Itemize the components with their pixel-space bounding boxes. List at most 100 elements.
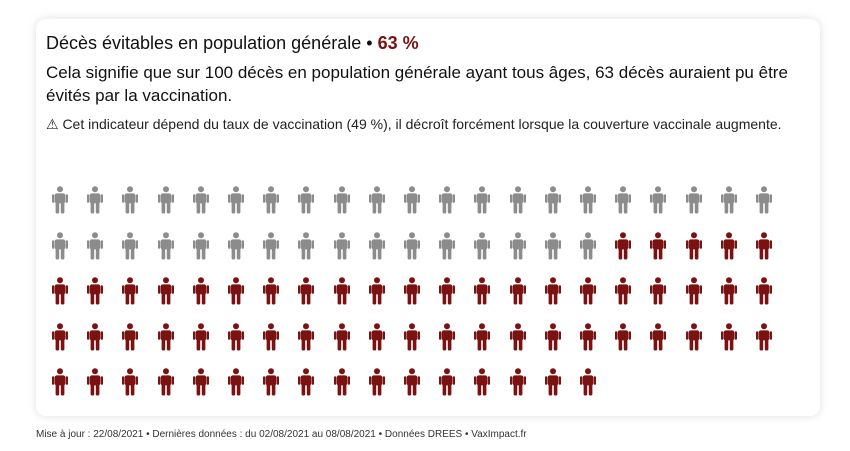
- person-icon-avoidable: [509, 322, 526, 350]
- person-icon-avoidable: [615, 277, 632, 305]
- title-separator: •: [366, 33, 373, 53]
- card-warning-note: ⚠ Cet indicateur dépend du taux de vacci…: [46, 116, 782, 132]
- person-icon: [404, 231, 420, 259]
- person-icon-avoidable: [439, 368, 456, 396]
- person-icon-avoidable: [685, 322, 702, 350]
- person-icon: [509, 186, 526, 214]
- person-icon-avoidable: [650, 322, 667, 350]
- person-icon-avoidable: [263, 277, 280, 305]
- footer-sources: Mise à jour : 22/08/2021 • Dernières don…: [36, 429, 527, 440]
- person-icon-avoidable: [650, 277, 667, 305]
- people-pictogram-grid: [52, 186, 796, 401]
- person-icon: [580, 186, 596, 214]
- person-icon-avoidable: [52, 277, 68, 305]
- person-icon-avoidable: [298, 322, 315, 350]
- person-icon-avoidable: [263, 322, 280, 350]
- person-icon: [474, 231, 491, 259]
- person-icon-avoidable: [298, 368, 315, 396]
- person-icon: [228, 231, 244, 259]
- person-icon-avoidable: [404, 322, 420, 350]
- person-icon: [580, 231, 596, 259]
- person-icon-avoidable: [87, 277, 104, 305]
- person-icon-avoidable: [509, 368, 526, 396]
- person-icon: [157, 231, 174, 259]
- person-icon: [192, 186, 209, 214]
- person-icon-avoidable: [544, 322, 561, 350]
- person-icon-avoidable: [298, 277, 315, 305]
- person-icon-avoidable: [544, 277, 561, 305]
- person-icon: [333, 186, 350, 214]
- person-icon: [544, 231, 561, 259]
- person-icon: [685, 186, 702, 214]
- person-icon: [474, 186, 491, 214]
- person-icon-avoidable: [615, 231, 632, 259]
- person-icon-avoidable: [404, 277, 420, 305]
- person-icon-avoidable: [333, 277, 350, 305]
- person-icon: [263, 231, 280, 259]
- person-icon-avoidable: [368, 277, 385, 305]
- person-icon-avoidable: [685, 231, 702, 259]
- person-icon-avoidable: [439, 277, 456, 305]
- person-icon-avoidable: [192, 322, 209, 350]
- title-text: Décès évitables en population générale: [46, 33, 362, 53]
- person-icon-avoidable: [685, 277, 702, 305]
- person-icon-avoidable: [122, 277, 139, 305]
- person-icon-avoidable: [192, 368, 209, 396]
- person-icon-avoidable: [122, 368, 139, 396]
- person-icon: [333, 231, 350, 259]
- person-icon: [756, 186, 772, 214]
- person-icon: [368, 231, 385, 259]
- person-icon: [157, 186, 174, 214]
- person-icon-avoidable: [157, 368, 174, 396]
- person-icon-avoidable: [228, 322, 244, 350]
- person-icon-avoidable: [720, 277, 737, 305]
- person-icon-avoidable: [87, 322, 104, 350]
- person-icon-avoidable: [474, 322, 491, 350]
- person-icon-avoidable: [580, 277, 596, 305]
- person-icon: [52, 186, 68, 214]
- indicator-card: Décès évitables en population générale •…: [36, 19, 820, 416]
- card-subtitle: Cela signifie que sur 100 décès en popul…: [46, 63, 788, 105]
- person-icon: [192, 231, 209, 259]
- person-icon-avoidable: [263, 368, 280, 396]
- person-icon-avoidable: [404, 368, 420, 396]
- person-icon-avoidable: [474, 368, 491, 396]
- person-icon: [544, 186, 561, 214]
- person-icon: [298, 186, 315, 214]
- person-icon: [298, 231, 315, 259]
- person-icon-avoidable: [157, 277, 174, 305]
- person-icon: [122, 186, 139, 214]
- person-icon: [615, 186, 632, 214]
- person-icon: [263, 186, 280, 214]
- person-icon-avoidable: [509, 277, 526, 305]
- person-icon-avoidable: [192, 277, 209, 305]
- person-icon-avoidable: [157, 322, 174, 350]
- person-icon: [439, 186, 456, 214]
- person-icon: [404, 186, 420, 214]
- person-icon-avoidable: [52, 368, 68, 396]
- person-icon-avoidable: [756, 322, 772, 350]
- person-icon: [720, 186, 737, 214]
- person-icon-avoidable: [650, 231, 667, 259]
- person-icon-avoidable: [720, 231, 737, 259]
- person-icon-avoidable: [368, 322, 385, 350]
- person-icon: [228, 186, 244, 214]
- person-icon-avoidable: [228, 277, 244, 305]
- person-icon-avoidable: [544, 368, 561, 396]
- person-icon-avoidable: [228, 368, 244, 396]
- person-icon-avoidable: [580, 322, 596, 350]
- person-icon: [87, 231, 104, 259]
- person-icon: [52, 231, 68, 259]
- person-icon-avoidable: [333, 368, 350, 396]
- person-icon: [439, 231, 456, 259]
- person-icon-avoidable: [615, 322, 632, 350]
- title-percent: 63 %: [377, 33, 419, 53]
- person-icon-avoidable: [756, 277, 772, 305]
- person-icon-avoidable: [439, 322, 456, 350]
- person-icon-avoidable: [87, 368, 104, 396]
- card-title: Décès évitables en population générale •…: [46, 33, 419, 54]
- person-icon-avoidable: [368, 368, 385, 396]
- person-icon: [122, 231, 139, 259]
- person-icon: [368, 186, 385, 214]
